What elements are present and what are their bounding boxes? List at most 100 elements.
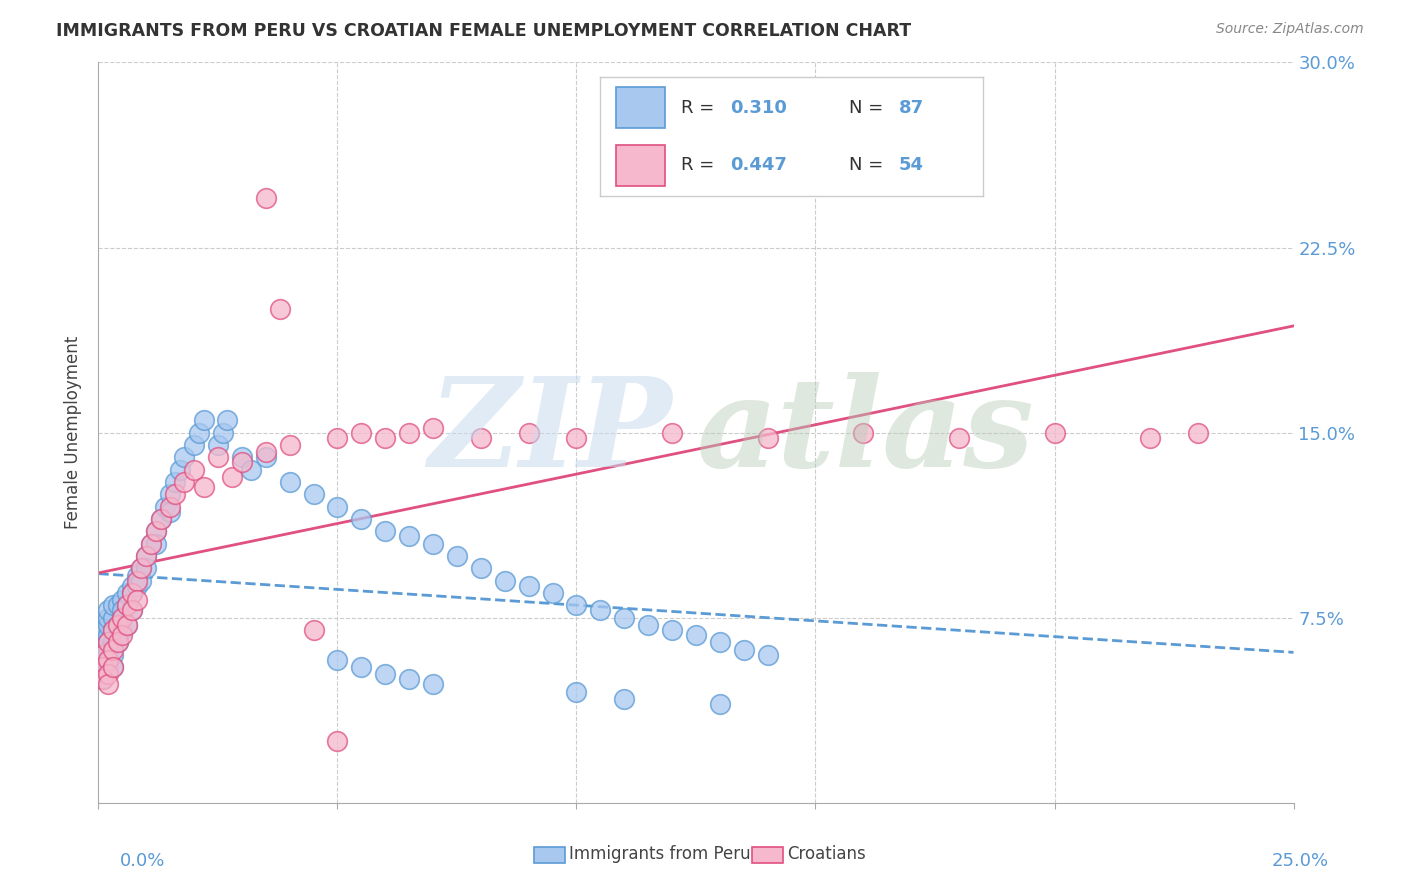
Point	[173, 475, 195, 489]
Point	[269, 302, 291, 317]
Point	[139, 536, 162, 550]
Point	[139, 536, 162, 550]
Point	[613, 692, 636, 706]
Point	[131, 561, 153, 575]
Point	[111, 610, 134, 624]
Point	[97, 660, 120, 674]
Point	[254, 445, 277, 459]
Point	[733, 642, 755, 657]
Point	[135, 549, 157, 563]
Point	[101, 635, 124, 649]
Point	[97, 628, 120, 642]
Point	[254, 450, 277, 465]
Point	[231, 450, 253, 465]
Point	[374, 524, 396, 539]
Point	[149, 512, 172, 526]
Text: 25.0%: 25.0%	[1271, 852, 1329, 870]
Point	[398, 425, 420, 440]
Point	[125, 579, 148, 593]
Point	[187, 425, 209, 440]
Point	[422, 536, 444, 550]
Point	[97, 635, 120, 649]
Point	[217, 413, 239, 427]
Point	[756, 648, 779, 662]
Point	[589, 603, 612, 617]
Point	[107, 635, 129, 649]
Point	[121, 603, 143, 617]
Point	[91, 623, 114, 637]
Point	[135, 549, 157, 563]
Point	[91, 660, 114, 674]
Point	[446, 549, 468, 563]
Point	[121, 586, 143, 600]
Point	[111, 628, 134, 642]
Point	[91, 673, 114, 687]
Point	[131, 561, 153, 575]
Point	[326, 734, 349, 748]
Point	[97, 603, 120, 617]
Point	[254, 191, 277, 205]
Point	[183, 438, 205, 452]
Point	[91, 673, 114, 687]
Point	[207, 450, 229, 465]
Point	[135, 561, 157, 575]
Point	[1187, 425, 1209, 440]
Y-axis label: Female Unemployment: Female Unemployment	[65, 336, 83, 529]
Point	[231, 455, 253, 469]
Point	[97, 642, 120, 657]
Point	[91, 648, 114, 662]
Point	[111, 623, 134, 637]
Point	[121, 586, 143, 600]
Point	[97, 653, 120, 667]
Point	[163, 487, 186, 501]
Point	[159, 500, 181, 514]
Point	[326, 653, 349, 667]
Point	[565, 685, 588, 699]
Point	[470, 561, 492, 575]
Point	[302, 487, 325, 501]
Point	[709, 697, 731, 711]
Point	[125, 574, 148, 588]
Point	[422, 420, 444, 434]
Point	[1043, 425, 1066, 440]
Point	[541, 586, 564, 600]
Point	[326, 500, 349, 514]
Point	[115, 618, 138, 632]
Point	[709, 635, 731, 649]
Point	[278, 475, 301, 489]
Point	[350, 425, 373, 440]
Point	[278, 438, 301, 452]
Point	[163, 475, 186, 489]
Text: 0.0%: 0.0%	[120, 852, 165, 870]
Point	[107, 628, 129, 642]
Point	[374, 431, 396, 445]
Point	[948, 431, 970, 445]
Point	[422, 677, 444, 691]
Point	[374, 667, 396, 681]
Point	[517, 579, 540, 593]
Point	[97, 677, 120, 691]
Point	[115, 586, 138, 600]
Point	[149, 512, 172, 526]
Point	[107, 599, 129, 613]
Point	[193, 480, 215, 494]
Point	[494, 574, 516, 588]
Text: Source: ZipAtlas.com: Source: ZipAtlas.com	[1216, 22, 1364, 37]
Point	[145, 524, 167, 539]
Point	[159, 487, 181, 501]
Point	[207, 438, 229, 452]
Point	[145, 524, 167, 539]
Point	[97, 610, 120, 624]
Point	[107, 635, 129, 649]
Point	[685, 628, 707, 642]
Point	[111, 610, 134, 624]
Point	[101, 599, 124, 613]
Point	[159, 505, 181, 519]
Point	[121, 603, 143, 617]
Point	[101, 660, 124, 674]
Point	[350, 512, 373, 526]
Text: Immigrants from Peru: Immigrants from Peru	[569, 845, 751, 863]
Point	[221, 470, 243, 484]
Point	[91, 635, 114, 649]
Point	[101, 623, 124, 637]
